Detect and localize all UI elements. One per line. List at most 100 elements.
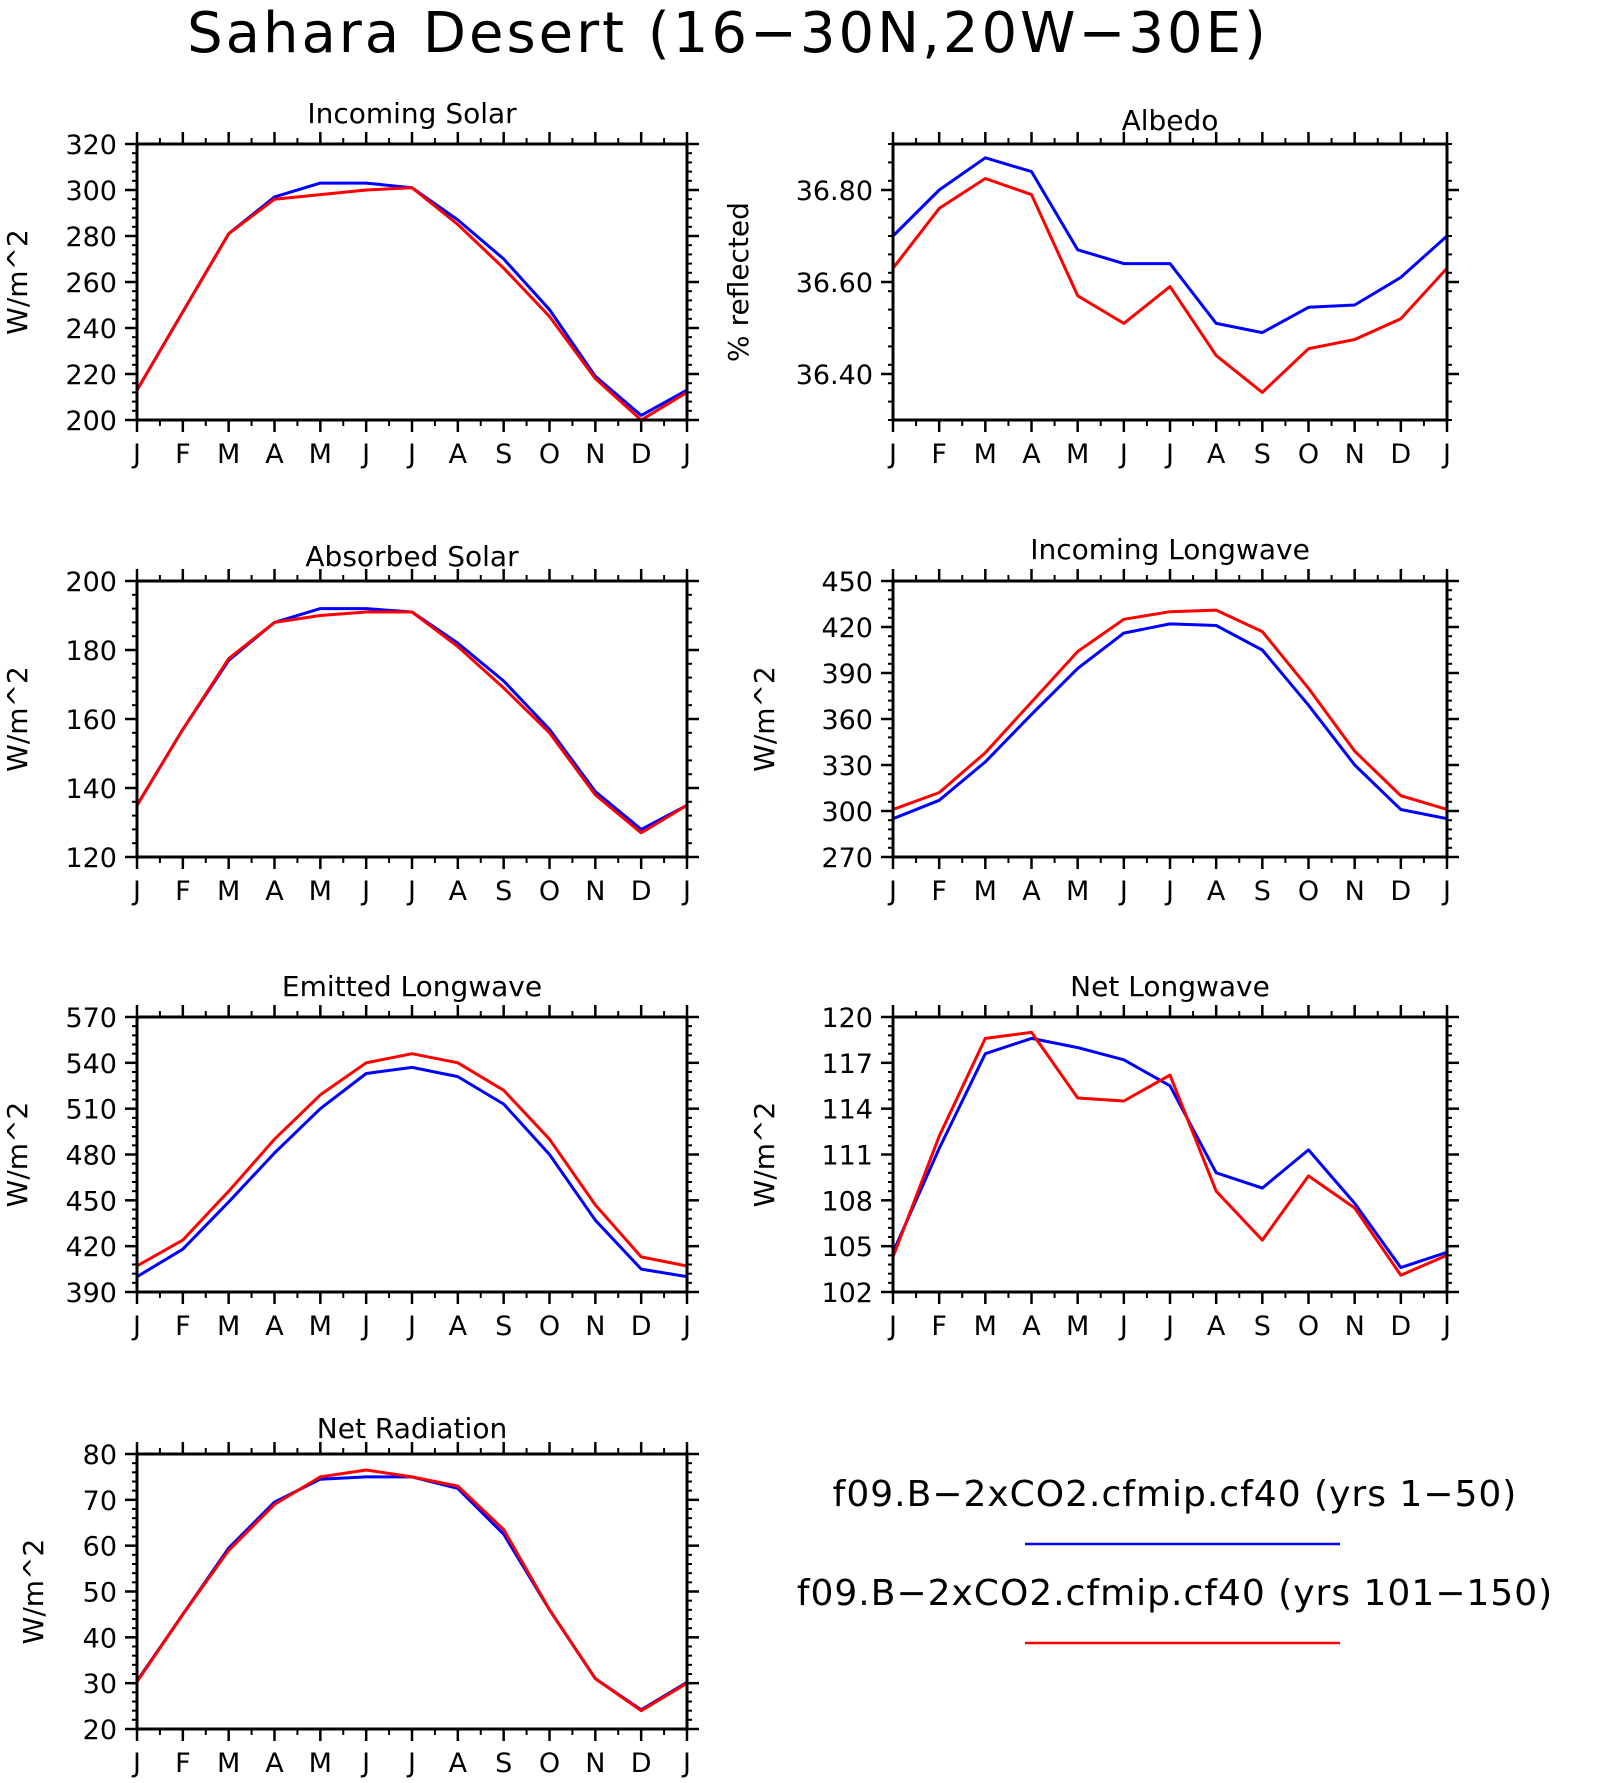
y-tick-label: 260 <box>65 268 117 299</box>
x-tick-label: M <box>974 876 997 907</box>
y-axis-label: % reflected <box>722 202 755 362</box>
x-tick-label: S <box>495 876 512 907</box>
y-tick-label: 20 <box>83 1715 117 1746</box>
y-tick-label: 36.40 <box>796 360 873 391</box>
y-tick-label: 200 <box>65 567 117 598</box>
x-tick-label: N <box>585 439 605 470</box>
x-tick-label: S <box>1254 439 1271 470</box>
x-tick-label: N <box>1345 1311 1365 1342</box>
x-tick-label: N <box>585 1311 605 1342</box>
panel-title: Net Longwave <box>1070 970 1270 1003</box>
y-tick-label: 360 <box>821 705 873 736</box>
x-tick-label: J <box>360 1311 370 1342</box>
y-tick-label: 108 <box>821 1186 873 1217</box>
x-tick-label: F <box>931 1311 947 1342</box>
x-tick-label: A <box>1022 439 1041 470</box>
plot-frame <box>135 1015 689 1294</box>
y-tick-label: 30 <box>83 1669 117 1700</box>
y-tick-label: 300 <box>65 176 117 207</box>
x-tick-label: D <box>631 1311 652 1342</box>
series-line-2 <box>893 1030 1447 1277</box>
x-tick-label: A <box>449 1748 468 1779</box>
series-line-1 <box>137 1475 687 1712</box>
x-tick-label: S <box>1254 1311 1271 1342</box>
x-tick-label: F <box>931 876 947 907</box>
panel-title: Net Radiation <box>317 1412 507 1445</box>
x-tick-label: J <box>406 439 416 470</box>
x-tick-label: O <box>539 1748 560 1779</box>
y-tick-label: 270 <box>821 843 873 874</box>
y-tick-label: 102 <box>821 1278 873 1309</box>
x-tick-label: J <box>681 876 691 907</box>
y-tick-label: 140 <box>65 774 117 805</box>
legend: f09.B−2xCO2.cfmip.cf40 (yrs 1−50) f09.B−… <box>797 1474 1552 1645</box>
x-tick-label: F <box>175 1311 191 1342</box>
x-tick-label: D <box>1390 876 1411 907</box>
x-tick-label: F <box>175 1748 191 1779</box>
plot-frame <box>891 1015 1449 1294</box>
plot-frame <box>135 142 689 422</box>
y-axis-label: W/m^2 <box>1 229 34 335</box>
figure-title: Sahara Desert (16−30N,20W−30E) <box>187 1 1269 66</box>
series-line-2 <box>137 1468 687 1713</box>
series-line-1 <box>137 1065 687 1279</box>
x-tick-label: J <box>887 439 897 470</box>
x-tick-label: O <box>1298 1311 1319 1342</box>
y-tick-label: 60 <box>83 1532 117 1563</box>
x-tick-label: A <box>449 876 468 907</box>
x-tick-label: M <box>1066 1311 1089 1342</box>
series-line-1 <box>137 181 687 417</box>
x-tick-label: S <box>495 1311 512 1342</box>
x-tick-label: J <box>360 876 370 907</box>
y-tick-label: 480 <box>65 1141 117 1172</box>
y-tick-label: 40 <box>83 1623 117 1654</box>
y-tick-label: 320 <box>65 130 117 161</box>
x-tick-label: O <box>539 1311 560 1342</box>
x-tick-label: J <box>360 439 370 470</box>
x-tick-label: J <box>1441 1311 1451 1342</box>
y-tick-label: 540 <box>65 1049 117 1080</box>
x-tick-label: J <box>1118 876 1128 907</box>
series-line-2 <box>893 177 1447 394</box>
y-axis-label: W/m^2 <box>748 666 781 772</box>
x-tick-label: J <box>1118 439 1128 470</box>
x-tick-label: J <box>1118 1311 1128 1342</box>
x-tick-label: J <box>681 1748 691 1779</box>
x-tick-label: O <box>539 439 560 470</box>
y-tick-label: 105 <box>821 1232 873 1263</box>
x-tick-label: S <box>1254 876 1271 907</box>
y-tick-label: 117 <box>821 1049 873 1080</box>
y-tick-label: 120 <box>821 1003 873 1034</box>
y-axis-label: W/m^2 <box>1 666 34 772</box>
series-line-1 <box>137 607 687 831</box>
x-tick-label: A <box>265 876 284 907</box>
x-tick-label: M <box>974 1311 997 1342</box>
x-tick-label: S <box>495 1748 512 1779</box>
x-tick-label: D <box>631 439 652 470</box>
x-tick-label: J <box>131 1748 141 1779</box>
x-tick-label: M <box>974 439 997 470</box>
x-tick-label: J <box>1441 876 1451 907</box>
x-tick-label: J <box>1164 876 1174 907</box>
panel-title: Incoming Solar <box>307 97 517 130</box>
x-tick-label: D <box>1390 439 1411 470</box>
series-line-1 <box>893 1036 1447 1270</box>
y-tick-label: 390 <box>65 1278 117 1309</box>
y-tick-label: 120 <box>65 843 117 874</box>
x-tick-label: M <box>1066 876 1089 907</box>
x-tick-label: N <box>585 1748 605 1779</box>
y-tick-label: 450 <box>821 567 873 598</box>
x-tick-label: O <box>1298 876 1319 907</box>
x-tick-label: N <box>585 876 605 907</box>
y-tick-label: 70 <box>83 1486 117 1517</box>
y-tick-label: 36.60 <box>796 268 873 299</box>
x-tick-label: J <box>406 1311 416 1342</box>
x-tick-label: A <box>1022 876 1041 907</box>
x-tick-label: J <box>131 1311 141 1342</box>
y-tick-label: 160 <box>65 705 117 736</box>
x-tick-label: D <box>631 876 652 907</box>
